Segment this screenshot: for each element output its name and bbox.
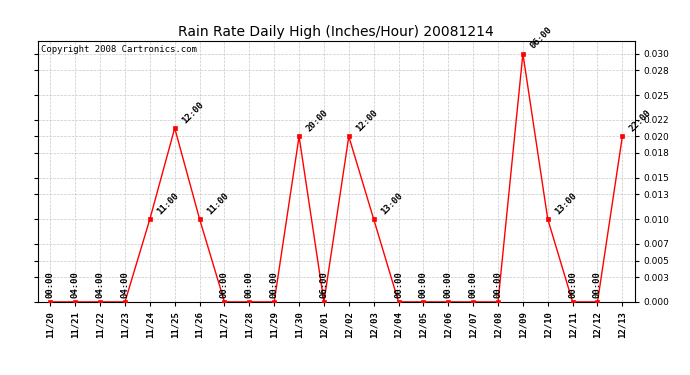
- Text: 06:00: 06:00: [529, 26, 554, 51]
- Text: Copyright 2008 Cartronics.com: Copyright 2008 Cartronics.com: [41, 45, 197, 54]
- Text: 04:00: 04:00: [96, 271, 105, 298]
- Text: 20:00: 20:00: [304, 108, 330, 134]
- Text: 22:00: 22:00: [628, 108, 653, 134]
- Text: 11:00: 11:00: [205, 191, 230, 216]
- Text: 00:00: 00:00: [220, 271, 229, 298]
- Text: 11:00: 11:00: [155, 191, 181, 216]
- Text: 13:00: 13:00: [553, 191, 579, 216]
- Text: 04:00: 04:00: [71, 271, 80, 298]
- Text: 04:00: 04:00: [121, 271, 130, 298]
- Text: 12:00: 12:00: [180, 100, 206, 125]
- Text: 00:00: 00:00: [245, 271, 254, 298]
- Text: 00:00: 00:00: [493, 271, 502, 298]
- Text: 12:00: 12:00: [355, 108, 380, 134]
- Text: 00:00: 00:00: [444, 271, 453, 298]
- Text: 00:00: 00:00: [270, 271, 279, 298]
- Text: 00:00: 00:00: [568, 271, 577, 298]
- Text: 06:00: 06:00: [319, 271, 328, 298]
- Text: 00:00: 00:00: [419, 271, 428, 298]
- Text: 00:00: 00:00: [469, 271, 477, 298]
- Text: 00:00: 00:00: [394, 271, 403, 298]
- Text: 00:00: 00:00: [46, 271, 55, 298]
- Title: Rain Rate Daily High (Inches/Hour) 20081214: Rain Rate Daily High (Inches/Hour) 20081…: [179, 25, 494, 39]
- Text: 13:00: 13:00: [380, 191, 404, 216]
- Text: 00:00: 00:00: [593, 271, 602, 298]
